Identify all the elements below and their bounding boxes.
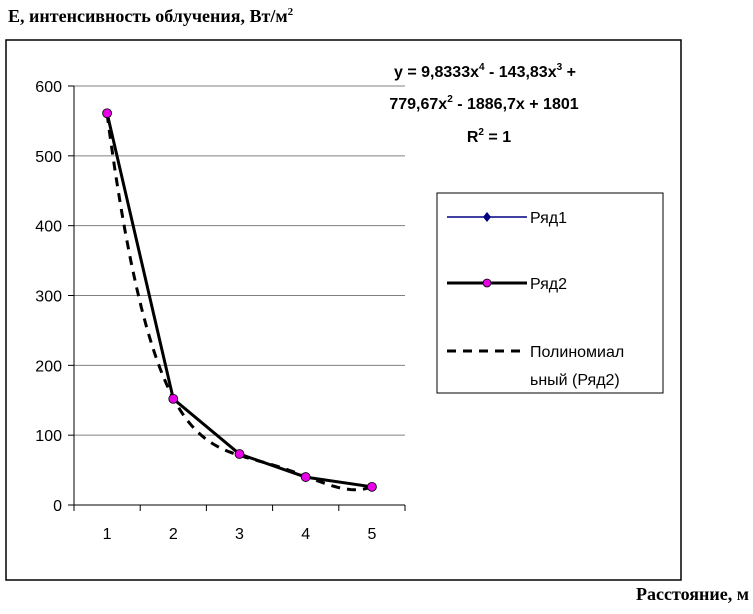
x-tick-label: 5 [367,526,376,543]
y-tick-label: 0 [53,498,62,515]
x-axis-title: Расстояние, м [636,584,749,604]
y-tick-label: 100 [35,428,62,445]
legend-box [436,192,664,394]
y-tick-label: 300 [35,289,62,306]
y-tick-label: 400 [35,219,62,236]
markers [102,108,377,492]
y-tick-label: 500 [35,149,62,166]
legend-marker-row2 [482,278,492,288]
legend-label-row2: Ряд2 [530,276,567,293]
legend-label-trend-1: Полиномиал [530,344,624,361]
data-point [234,449,245,459]
legend: Ряд1 Ряд2 Полиномиал ьный (Ряд2) [436,192,664,394]
data-point [102,108,112,119]
x-tick-label: 1 [103,526,112,543]
x-tick-label: 3 [235,526,244,543]
data-point [300,472,311,482]
r-squared: R2 = 1 [467,127,511,146]
x-tick-label: 4 [301,526,310,543]
x-tick-label: 2 [169,526,178,543]
legend-label-trend-2: ьный (Ряд2) [530,372,620,389]
data-point [168,393,179,404]
y-tick-labels: 0 100 200 300 400 500 600 [35,79,62,515]
data-point [366,481,377,492]
gridlines [74,85,405,436]
x-tick-labels: 1 2 3 4 5 [103,526,377,543]
equation-line-1: y = 9,8333x4 - 143,83x3 + [394,62,576,81]
equation-line-2: 779,67x2 - 1886,7x + 1801 [389,94,578,113]
y-tick-label: 200 [35,358,62,375]
y-axis-title: Е, интенсивность облучения, Вт/м2 [8,6,294,26]
axes [68,85,406,511]
legend-label-row1: Ряд1 [530,210,567,227]
y-tick-label: 600 [35,79,62,96]
legend-marker-row1 [483,212,491,222]
